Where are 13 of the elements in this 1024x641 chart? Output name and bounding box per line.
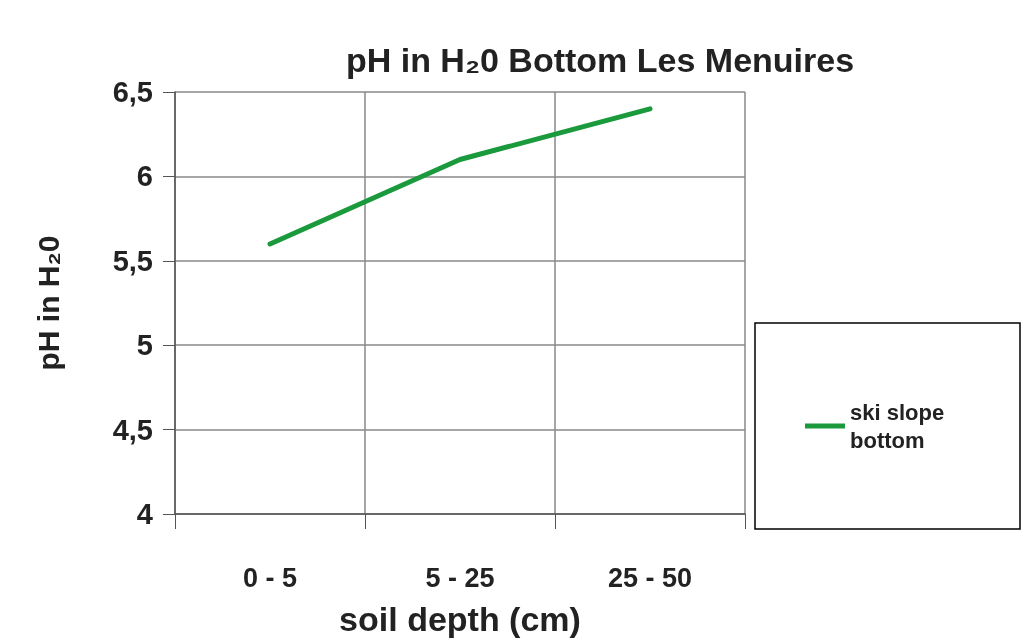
x-tick-label: 0 - 5 (242, 562, 298, 593)
y-tick-label: 5,5 (112, 244, 153, 277)
chart-title: pH in H₂0 Bottom Les Menuires (345, 41, 855, 79)
x-tick-label: 25 - 50 (607, 562, 693, 593)
y-tick-label: 6 (136, 160, 153, 193)
y-tick-label: 4 (136, 498, 153, 530)
legend-label: ski slope bottom (850, 399, 951, 453)
y-axis-title: pH in H₂0 (31, 235, 65, 371)
y-tick-label: 6,5 (112, 76, 153, 108)
y-tick-label: 5 (136, 329, 153, 362)
x-tick-label: 5 - 25 (425, 562, 495, 593)
y-tick-label: 4,5 (112, 413, 153, 446)
x-axis-title: soil depth (cm) (339, 600, 581, 638)
